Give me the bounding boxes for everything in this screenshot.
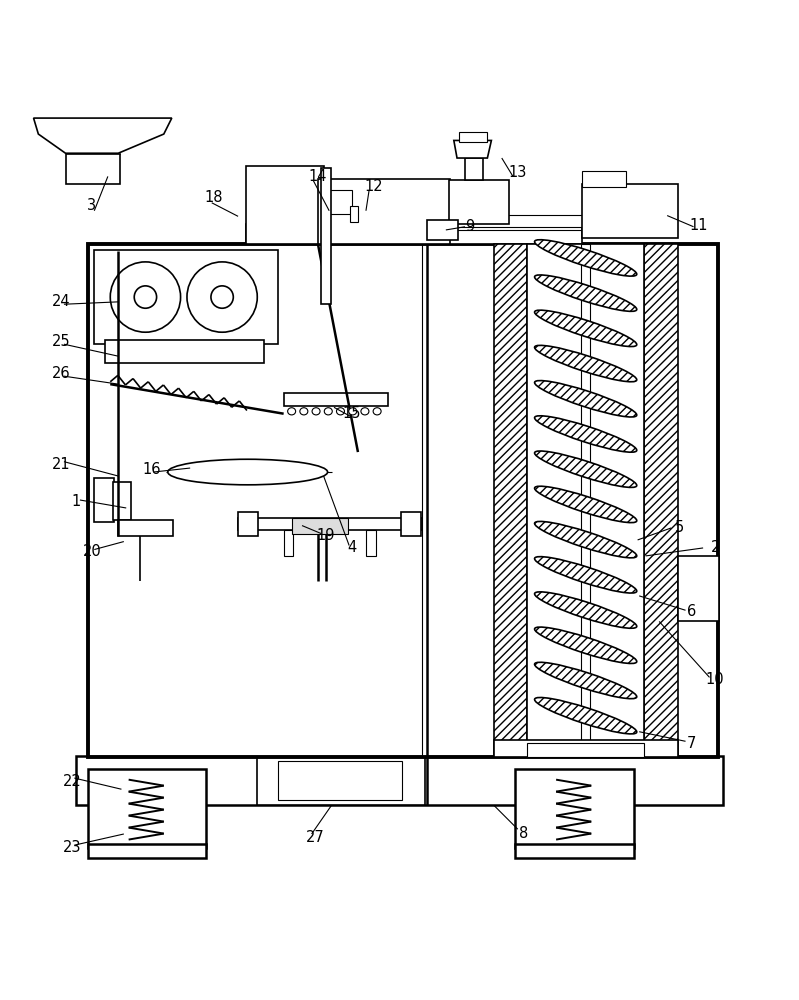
Ellipse shape [373, 408, 381, 415]
Text: 22: 22 [62, 774, 81, 789]
Bar [427, 220, 458, 240]
Text: 9: 9 [465, 219, 475, 234]
Bar [292, 518, 348, 534]
Bar [318, 179, 450, 244]
Bar [401, 512, 421, 536]
Ellipse shape [535, 627, 637, 663]
Bar [581, 244, 590, 757]
Bar [582, 171, 626, 187]
Ellipse shape [535, 275, 637, 311]
Ellipse shape [535, 310, 637, 347]
Text: 26: 26 [52, 366, 71, 381]
Polygon shape [454, 140, 491, 158]
Bar [105, 340, 264, 363]
Text: 3: 3 [87, 198, 97, 213]
Text: 11: 11 [690, 218, 709, 233]
Ellipse shape [361, 408, 369, 415]
Bar [94, 250, 278, 344]
Bar [449, 180, 509, 224]
Text: 7: 7 [686, 736, 696, 751]
Ellipse shape [535, 521, 637, 558]
Text: 19: 19 [316, 528, 336, 543]
Ellipse shape [312, 408, 320, 415]
Text: 14: 14 [308, 169, 328, 184]
Text: 12: 12 [364, 179, 384, 194]
Bar [257, 756, 425, 805]
Bar [278, 761, 402, 800]
Text: 24: 24 [52, 294, 71, 309]
Bar [88, 844, 206, 858]
Bar [678, 556, 719, 621]
Bar [515, 844, 634, 858]
Bar [238, 518, 422, 530]
Text: 20: 20 [82, 544, 101, 559]
Ellipse shape [336, 408, 344, 415]
Ellipse shape [288, 408, 296, 415]
Text: 8: 8 [519, 826, 528, 841]
Ellipse shape [535, 662, 637, 699]
Ellipse shape [300, 408, 308, 415]
Bar [246, 224, 582, 244]
Text: 2: 2 [710, 540, 720, 555]
Ellipse shape [324, 408, 332, 415]
Bar [366, 530, 376, 556]
Bar [238, 512, 258, 536]
Text: 6: 6 [686, 604, 696, 619]
Bar [459, 132, 487, 142]
Bar [494, 740, 678, 757]
Bar [350, 206, 358, 222]
Text: 18: 18 [205, 190, 224, 205]
Ellipse shape [535, 697, 637, 734]
Ellipse shape [535, 381, 637, 417]
Ellipse shape [535, 592, 637, 628]
Bar [321, 190, 352, 214]
Bar [246, 166, 324, 244]
Ellipse shape [535, 486, 637, 523]
Text: 5: 5 [674, 520, 684, 535]
Text: 25: 25 [52, 334, 71, 349]
Bar [527, 743, 644, 757]
Text: 4: 4 [347, 540, 356, 555]
Bar [66, 154, 120, 184]
Bar [284, 393, 388, 406]
Bar [582, 184, 678, 238]
Bar [515, 769, 634, 848]
Text: 16: 16 [142, 462, 161, 477]
Ellipse shape [535, 557, 637, 593]
Ellipse shape [535, 345, 637, 382]
Bar [494, 244, 527, 757]
Bar [284, 530, 293, 556]
Text: 10: 10 [706, 672, 725, 687]
Text: 27: 27 [306, 830, 325, 845]
Bar [88, 769, 206, 848]
Bar [465, 158, 483, 180]
Ellipse shape [348, 408, 356, 415]
Text: 15: 15 [342, 406, 361, 421]
Bar [76, 756, 723, 805]
Bar [94, 478, 114, 522]
Ellipse shape [535, 416, 637, 452]
Text: 13: 13 [509, 165, 527, 180]
Bar [118, 520, 173, 536]
Bar [321, 168, 331, 304]
Bar [88, 244, 718, 757]
Text: 21: 21 [52, 457, 71, 472]
Bar [113, 482, 131, 520]
Ellipse shape [535, 451, 637, 487]
Polygon shape [34, 118, 172, 153]
Bar [644, 244, 678, 757]
Ellipse shape [535, 240, 637, 276]
Text: 23: 23 [62, 840, 81, 855]
Text: 1: 1 [71, 494, 81, 509]
Bar [246, 215, 582, 227]
Bar [527, 244, 644, 757]
Ellipse shape [168, 459, 328, 485]
